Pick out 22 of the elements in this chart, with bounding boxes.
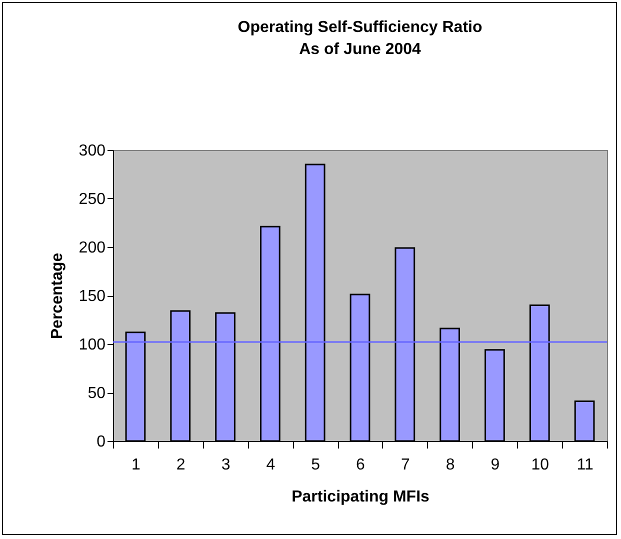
y-tick-label: 250 [78, 191, 106, 208]
x-tick-label: 3 [221, 456, 230, 474]
x-tick-label: 4 [266, 456, 276, 474]
x-tick-label: 8 [446, 456, 455, 474]
x-tick-label: 6 [356, 456, 366, 474]
x-tick-label: 11 [576, 456, 594, 474]
y-tick-label: 300 [78, 142, 106, 160]
y-tick-label: 50 [88, 385, 106, 402]
chart-title: Operating Self-Sufficiency Ratio [238, 19, 482, 36]
y-tick-label: 0 [96, 434, 106, 450]
y-axis-title: Percentage [48, 252, 66, 340]
x-tick-label: 9 [490, 456, 500, 474]
x-tick-label: 10 [531, 456, 550, 474]
y-tick-label: 200 [78, 240, 106, 256]
x-tick-label: 5 [311, 456, 320, 474]
x-tick-label: 1 [132, 456, 140, 474]
x-axis-title: Participating MFIs [292, 488, 430, 506]
chart-subtitle: As of June 2004 [299, 41, 422, 58]
x-tick-label: 2 [176, 456, 186, 474]
y-tick-label: 100 [78, 336, 106, 354]
y-tick-label: 150 [78, 288, 106, 305]
x-tick-label: 7 [400, 456, 410, 474]
